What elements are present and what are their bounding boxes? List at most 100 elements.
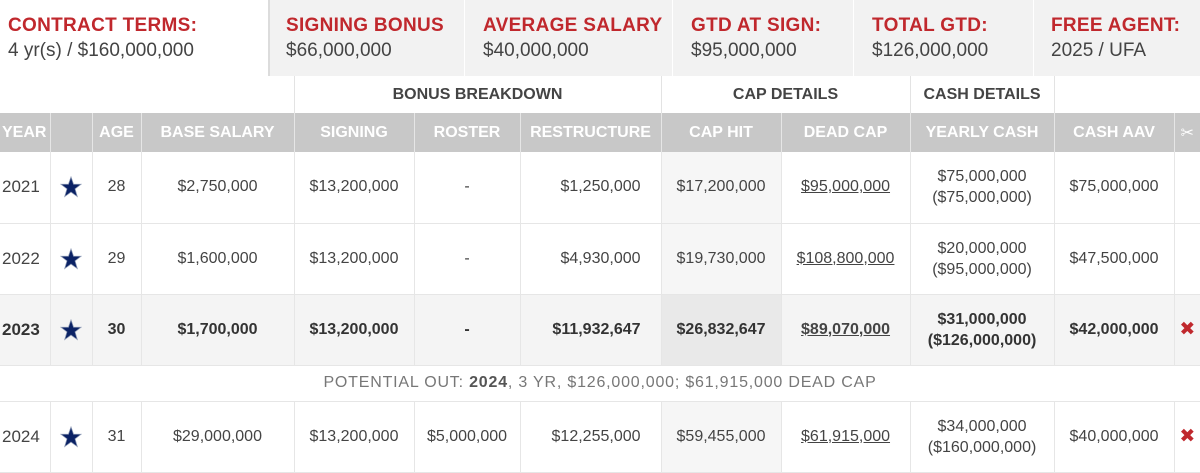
cap-hit-cell: $59,455,000 <box>660 401 782 473</box>
group-header-blank <box>0 76 294 113</box>
team-star-icon <box>49 223 92 295</box>
summary-value: $66,000,000 <box>286 40 392 61</box>
cumulative-cash-value: ($160,000,000) <box>927 438 1037 456</box>
col-restructure[interactable]: RESTRUCTURE <box>519 113 662 152</box>
dead-cap-cell: $108,800,000 <box>780 223 911 295</box>
year-cell: 2023 <box>0 294 50 366</box>
summary-label: AVERAGE SALARY <box>483 15 663 36</box>
table-row: 2024 31 $29,000,000 $13,200,000 $5,000,0… <box>0 401 1200 473</box>
col-base-salary[interactable]: BASE SALARY <box>140 113 294 152</box>
release-x-icon[interactable]: ✖ <box>1179 319 1196 340</box>
contract-table: BONUS BREAKDOWN CAP DETAILS CASH DETAILS… <box>0 76 1200 473</box>
group-bonus-breakdown: BONUS BREAKDOWN <box>293 76 662 113</box>
potential-out-details: , 3 YR, $126,000,000; $61,915,000 DEAD C… <box>507 374 877 391</box>
team-star-icon <box>49 401 92 473</box>
base-salary-cell: $29,000,000 <box>140 401 294 473</box>
summary-value: 4 yr(s) / $160,000,000 <box>8 40 194 61</box>
col-year[interactable]: YEAR <box>0 113 50 152</box>
cut-cell <box>1173 152 1200 224</box>
col-cap-hit[interactable]: CAP HIT <box>660 113 782 152</box>
year-cell: 2021 <box>0 152 50 224</box>
restructure-cell: $12,255,000 <box>519 401 662 473</box>
year-cell: 2022 <box>0 223 50 295</box>
summary-label: SIGNING BONUS <box>286 15 445 36</box>
cap-hit-cell: $17,200,000 <box>660 152 782 224</box>
team-star-icon <box>49 152 92 224</box>
cut-cell: ✖ <box>1173 401 1200 473</box>
summary-total-gtd: TOTAL GTD: $126,000,000 <box>864 0 988 76</box>
dead-cap-cell: $95,000,000 <box>780 152 911 224</box>
yearly-cash-cell: $20,000,000 ($95,000,000) <box>909 223 1055 295</box>
roster-cell: - <box>413 152 520 224</box>
scissors-icon: ✂ <box>1173 113 1200 152</box>
col-cash-aav[interactable]: CASH AAV <box>1053 113 1175 152</box>
table-row: 2022 29 $1,600,000 $13,200,000 - $4,930,… <box>0 223 1200 295</box>
potential-out-year: 2024 <box>469 374 508 391</box>
table-row-current: 2023 30 $1,700,000 $13,200,000 - $11,932… <box>0 294 1200 366</box>
potential-out-prefix: POTENTIAL OUT: <box>323 374 464 391</box>
signing-cell: $13,200,000 <box>293 294 414 366</box>
contract-summary: CONTRACT TERMS: 4 yr(s) / $160,000,000 S… <box>0 0 1200 76</box>
summary-divider <box>853 0 854 76</box>
summary-free-agent: FREE AGENT: 2025 / UFA <box>1043 0 1180 76</box>
cut-cell: ✖ <box>1173 294 1200 366</box>
base-salary-cell: $1,700,000 <box>140 294 294 366</box>
dead-cap-link[interactable]: $89,070,000 <box>801 320 891 338</box>
dead-cap-cell: $61,915,000 <box>780 401 911 473</box>
age-cell: 29 <box>91 223 141 295</box>
table-row: 2021 28 $2,750,000 $13,200,000 - $1,250,… <box>0 152 1200 224</box>
summary-average-salary: AVERAGE SALARY $40,000,000 <box>475 0 662 76</box>
cap-hit-cell: $26,832,647 <box>660 294 782 366</box>
summary-divider <box>1033 0 1034 76</box>
summary-label: TOTAL GTD: <box>872 15 988 36</box>
summary-divider <box>464 0 465 76</box>
summary-contract-terms: CONTRACT TERMS: 4 yr(s) / $160,000,000 <box>0 0 270 76</box>
signing-cell: $13,200,000 <box>293 401 414 473</box>
restructure-cell: $1,250,000 <box>519 152 662 224</box>
col-yearly-cash[interactable]: YEARLY CASH <box>909 113 1055 152</box>
cash-aav-cell: $47,500,000 <box>1053 223 1175 295</box>
age-cell: 30 <box>91 294 141 366</box>
cash-aav-cell: $40,000,000 <box>1053 401 1175 473</box>
col-signing[interactable]: SIGNING <box>293 113 414 152</box>
cash-aav-cell: $75,000,000 <box>1053 152 1175 224</box>
release-x-icon[interactable]: ✖ <box>1179 426 1196 447</box>
summary-value: $95,000,000 <box>691 40 797 61</box>
yearly-cash-value: $31,000,000 <box>937 310 1027 328</box>
col-roster[interactable]: ROSTER <box>413 113 520 152</box>
signing-cell: $13,200,000 <box>293 152 414 224</box>
group-header-row: BONUS BREAKDOWN CAP DETAILS CASH DETAILS <box>0 76 1200 113</box>
summary-value: $126,000,000 <box>872 40 989 61</box>
restructure-cell: $11,932,647 <box>519 294 662 366</box>
restructure-cell: $4,930,000 <box>519 223 662 295</box>
cut-cell <box>1173 223 1200 295</box>
col-dead-cap[interactable]: DEAD CAP <box>780 113 911 152</box>
yearly-cash-cell: $75,000,000 ($75,000,000) <box>909 152 1055 224</box>
base-salary-cell: $1,600,000 <box>140 223 294 295</box>
signing-cell: $13,200,000 <box>293 223 414 295</box>
group-cash-details: CASH DETAILS <box>909 76 1055 113</box>
yearly-cash-value: $34,000,000 <box>937 417 1027 435</box>
summary-label: FREE AGENT: <box>1051 15 1181 36</box>
year-cell: 2024 <box>0 401 50 473</box>
cumulative-cash-value: ($126,000,000) <box>927 331 1037 349</box>
group-header-blank <box>1053 76 1200 113</box>
cumulative-cash-value: ($75,000,000) <box>932 189 1032 207</box>
summary-label: GTD AT SIGN: <box>691 15 822 36</box>
dead-cap-link[interactable]: $61,915,000 <box>801 427 891 445</box>
cash-aav-cell: $42,000,000 <box>1053 294 1175 366</box>
summary-divider <box>672 0 673 76</box>
yearly-cash-cell: $31,000,000 ($126,000,000) <box>909 294 1055 366</box>
dead-cap-link[interactable]: $95,000,000 <box>801 178 891 196</box>
col-team <box>49 113 92 152</box>
cap-hit-cell: $19,730,000 <box>660 223 782 295</box>
yearly-cash-cell: $34,000,000 ($160,000,000) <box>909 401 1055 473</box>
potential-out-note: POTENTIAL OUT: 2024, 3 YR, $126,000,000;… <box>0 365 1200 402</box>
roster-cell: - <box>413 223 520 295</box>
summary-label: CONTRACT TERMS: <box>8 15 198 36</box>
dead-cap-link[interactable]: $108,800,000 <box>796 249 895 267</box>
summary-signing-bonus: SIGNING BONUS $66,000,000 <box>278 0 444 76</box>
group-cap-details: CAP DETAILS <box>660 76 911 113</box>
col-age[interactable]: AGE <box>91 113 141 152</box>
column-header-row: YEAR AGE BASE SALARY SIGNING ROSTER REST… <box>0 113 1200 152</box>
